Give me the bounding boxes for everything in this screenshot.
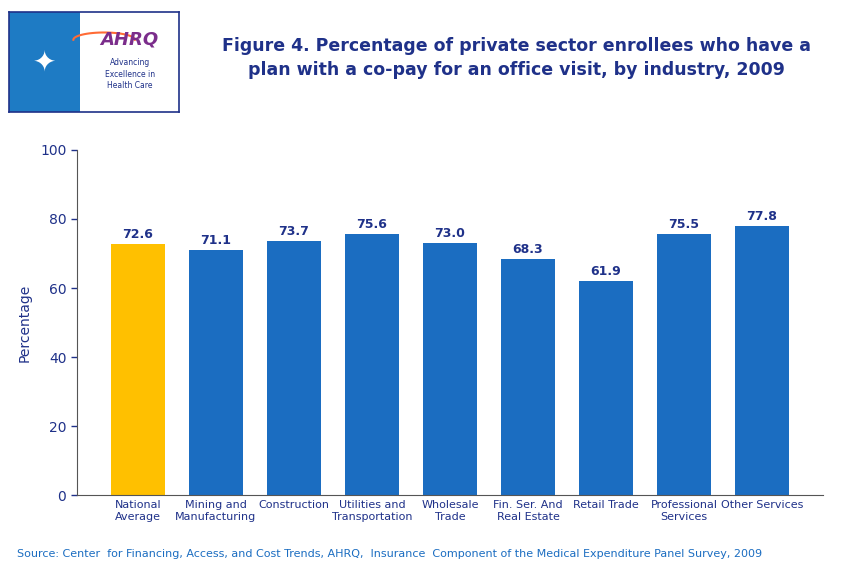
- Bar: [500, 259, 555, 495]
- Text: 75.6: 75.6: [356, 218, 387, 231]
- Text: 71.1: 71.1: [200, 233, 231, 247]
- Text: Figure 4. Percentage of private sector enrollees who have a
plan with a co-pay f: Figure 4. Percentage of private sector e…: [222, 37, 809, 79]
- Bar: [734, 226, 788, 495]
- Text: 72.6: 72.6: [123, 228, 153, 241]
- Text: Advancing
Excellence in
Health Care: Advancing Excellence in Health Care: [105, 58, 154, 90]
- Text: 75.5: 75.5: [668, 218, 699, 232]
- FancyBboxPatch shape: [9, 12, 80, 112]
- Text: ✦: ✦: [32, 48, 56, 76]
- Text: 73.0: 73.0: [434, 227, 465, 240]
- Text: AHRQ: AHRQ: [101, 31, 158, 49]
- Text: 61.9: 61.9: [590, 266, 620, 278]
- Text: Source: Center  for Financing, Access, and Cost Trends, AHRQ,  Insurance  Compon: Source: Center for Financing, Access, an…: [17, 550, 762, 559]
- Text: 73.7: 73.7: [279, 225, 309, 237]
- Bar: [267, 241, 321, 495]
- Bar: [578, 282, 632, 495]
- Text: 68.3: 68.3: [512, 243, 543, 256]
- Bar: [422, 243, 477, 495]
- Text: 77.8: 77.8: [746, 210, 776, 223]
- Bar: [111, 244, 165, 495]
- Y-axis label: Percentage: Percentage: [18, 283, 32, 362]
- Bar: [344, 234, 399, 495]
- Bar: [656, 234, 711, 495]
- Bar: [188, 249, 243, 495]
